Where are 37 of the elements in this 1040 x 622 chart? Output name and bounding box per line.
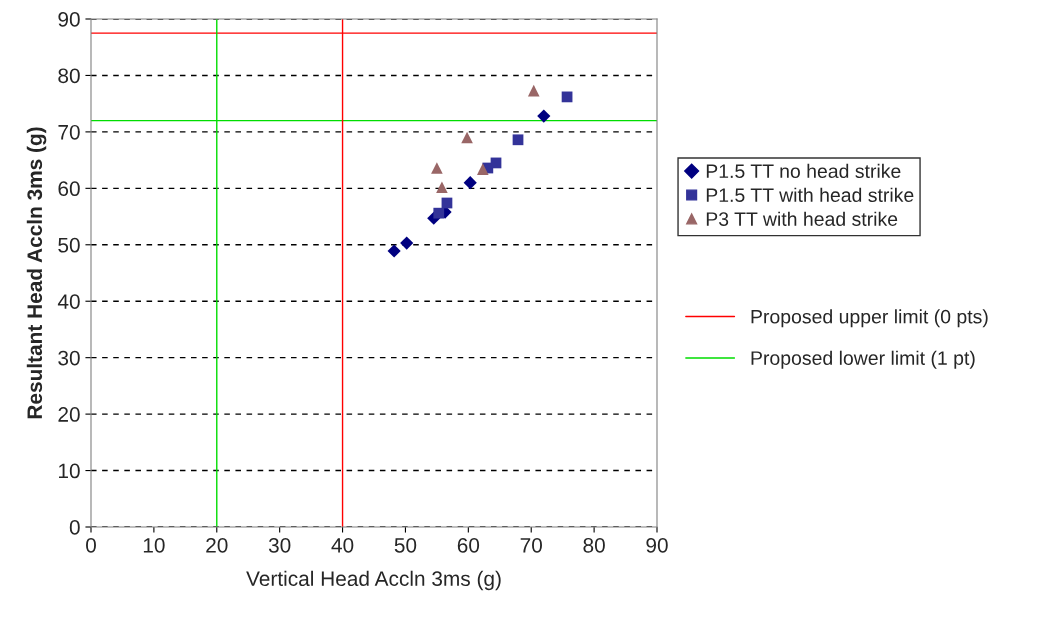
- x-tick-label: 10: [143, 537, 165, 553]
- legend-label: P1.5 TT no head strike: [706, 163, 901, 179]
- y-tick-label: 50: [58, 237, 80, 253]
- y-tick-label: 0: [69, 520, 80, 535]
- x-tick-label: 0: [86, 537, 96, 553]
- x-tick-label: 90: [646, 537, 668, 553]
- point: [400, 236, 414, 250]
- x-tick-label: 20: [206, 537, 228, 553]
- x-tick-label: 70: [520, 537, 542, 553]
- point: [433, 207, 445, 219]
- x-axis-title: Vertical Head Accln 3ms (g): [246, 570, 501, 591]
- point: [476, 163, 489, 175]
- legend-label: P3 TT with head strike: [706, 211, 898, 226]
- point: [527, 84, 540, 97]
- x-tick-label: 50: [394, 537, 417, 553]
- legend-label: P1.5 TT with head strike: [706, 187, 914, 203]
- point: [387, 244, 401, 258]
- y-tick-label: 10: [59, 463, 80, 479]
- x-tick-label: 30: [268, 537, 291, 553]
- x-tick-label: 40: [331, 537, 354, 553]
- point: [431, 162, 443, 174]
- y-tick-label: 90: [58, 12, 80, 27]
- y-tick-label: 40: [57, 294, 80, 309]
- legend-label: Proposed upper limit (0 pts): [751, 309, 988, 328]
- y-tick-label: 70: [58, 124, 80, 140]
- point: [512, 134, 524, 146]
- point: [436, 181, 448, 194]
- y-tick-label: 80: [58, 68, 80, 84]
- y-tick-label: 30: [58, 350, 80, 366]
- x-tick-label: 80: [583, 537, 605, 553]
- x-tick-label: 60: [457, 537, 480, 553]
- point: [463, 176, 477, 190]
- y-axis-title: Resultant Head Accln 3ms (g): [26, 127, 47, 419]
- legend-label: Proposed lower limit (1 pt): [751, 350, 975, 369]
- y-tick-label: 20: [58, 407, 80, 422]
- y-tick-label: 60: [58, 181, 80, 197]
- point: [537, 109, 551, 123]
